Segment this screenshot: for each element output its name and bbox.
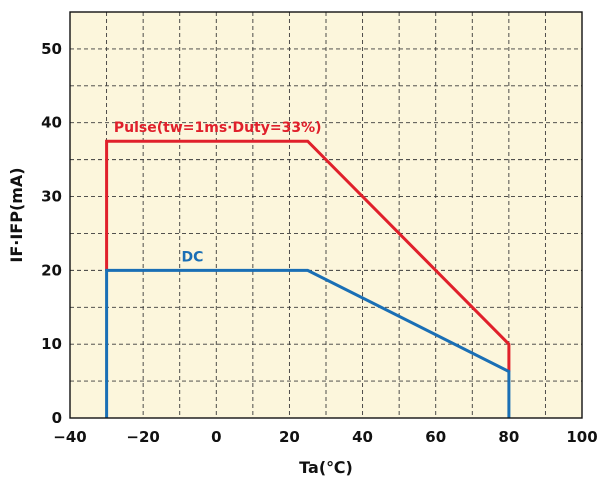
x-tick-label: −20 xyxy=(126,428,159,446)
y-tick-label: 10 xyxy=(41,335,62,353)
x-tick-label: 100 xyxy=(566,428,597,446)
y-tick-labels: 0 10 20 30 40 50 xyxy=(41,40,62,427)
x-tick-label: 80 xyxy=(498,428,519,446)
x-tick-label: 60 xyxy=(425,428,446,446)
y-tick-label: 0 xyxy=(52,409,62,427)
x-axis-title: Ta(℃) xyxy=(299,458,353,477)
y-tick-label: 50 xyxy=(41,40,62,58)
y-tick-label: 30 xyxy=(41,188,62,206)
x-tick-label: 40 xyxy=(352,428,373,446)
series-lines xyxy=(105,139,511,418)
y-axis-title: IF·IFP(mA) xyxy=(7,167,26,262)
y-tick-label: 20 xyxy=(41,261,62,279)
x-tick-label: 20 xyxy=(279,428,300,446)
plot-frame xyxy=(69,11,583,419)
x-tick-labels: −40 −20 0 20 40 60 80 100 xyxy=(53,428,597,446)
series-line xyxy=(105,139,511,372)
x-tick-label: 0 xyxy=(211,428,221,446)
series-labels: Pulse(tw=1ms·Duty=33%) DC xyxy=(114,120,322,265)
pulse-series-label: Pulse(tw=1ms·Duty=33%) xyxy=(114,120,322,136)
series-line xyxy=(105,268,511,418)
dc-series-label: DC xyxy=(182,249,204,265)
y-tick-label: 40 xyxy=(41,114,62,132)
x-tick-label: −40 xyxy=(53,428,86,446)
